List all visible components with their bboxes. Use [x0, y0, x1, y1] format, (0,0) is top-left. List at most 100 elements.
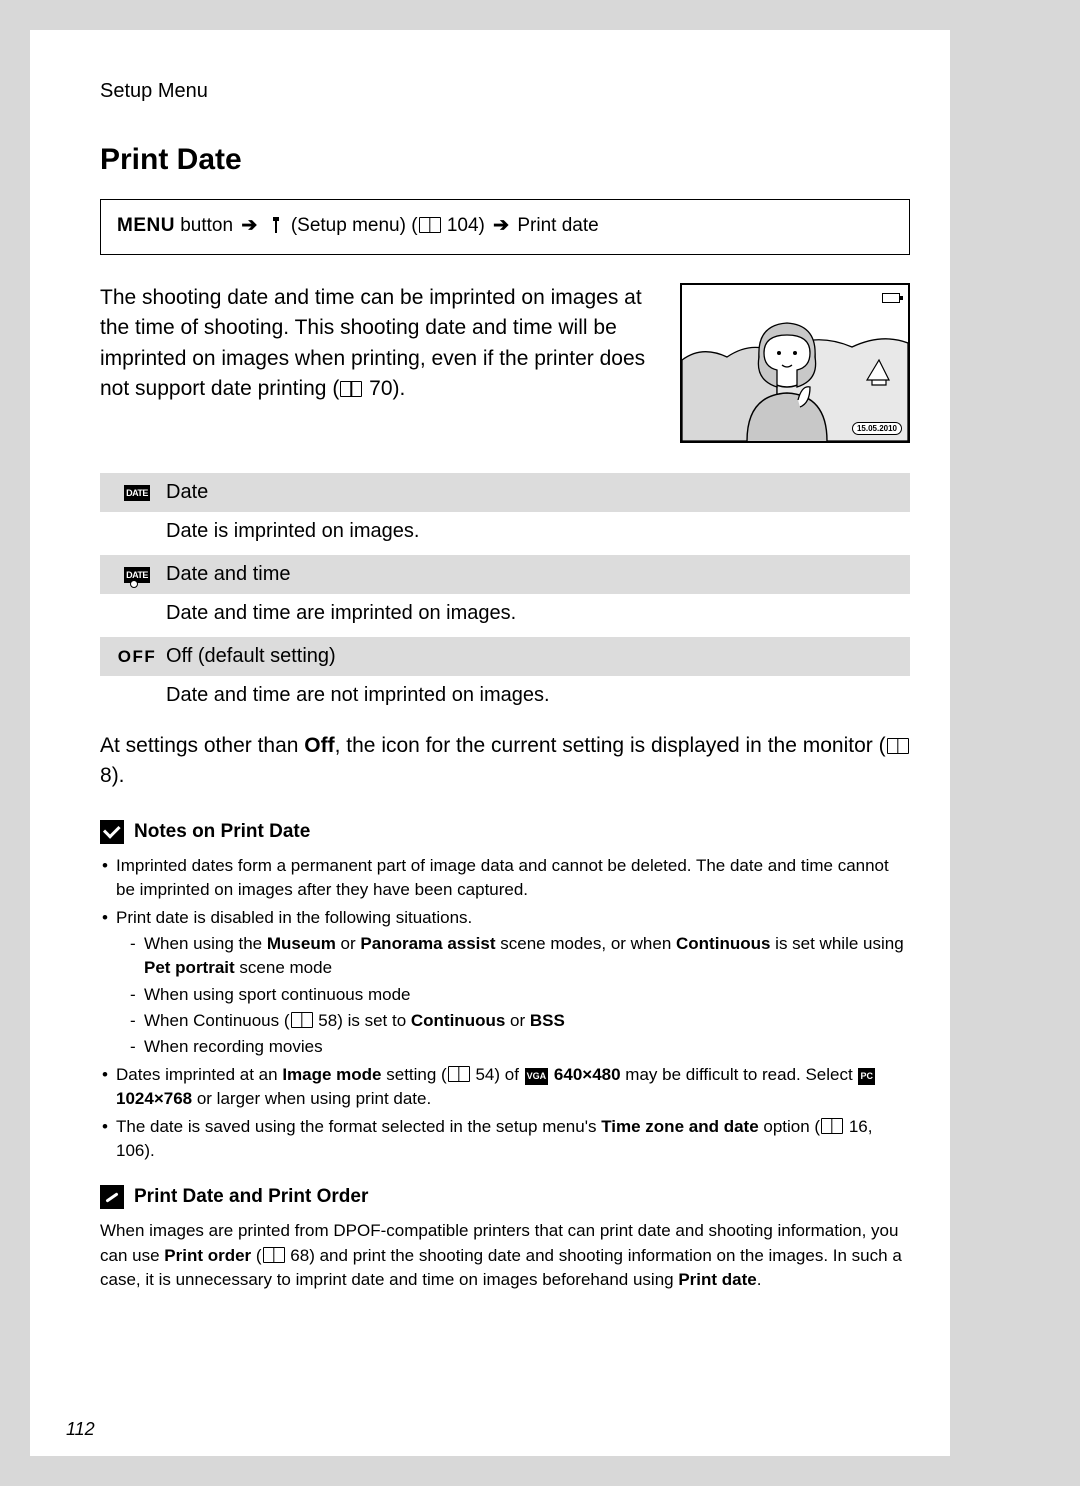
breadcrumb: MENU button ➔ (Setup menu) ( 104) ➔ Prin…	[100, 199, 910, 255]
text: Dates imprinted at an	[116, 1065, 282, 1084]
option-label: Date	[166, 481, 208, 504]
book-icon	[821, 1118, 843, 1134]
book-icon	[263, 1247, 285, 1263]
second-note-text: When images are printed from DPOF-compat…	[100, 1219, 910, 1291]
book-icon	[291, 1012, 313, 1028]
text-bold: Pet portrait	[144, 958, 235, 977]
list-item: Print date is disabled in the following …	[100, 906, 910, 1059]
intro-ref: 70	[369, 377, 392, 400]
text: , the icon for the current setting is di…	[335, 734, 886, 757]
text: ).	[112, 764, 125, 787]
table-row: DATE Date and time Date and time are impr…	[100, 555, 910, 637]
text: When using the	[144, 934, 267, 953]
text: When Continuous (	[144, 1011, 290, 1030]
text: or	[505, 1011, 530, 1030]
text: scene modes, or when	[496, 934, 676, 953]
list-item: When using sport continuous mode	[130, 983, 910, 1007]
notes-block: Notes on Print Date Imprinted dates form…	[100, 820, 910, 1164]
datetime-mode-icon: DATE	[124, 567, 150, 583]
wrench-icon	[268, 216, 284, 240]
table-row: DATE Date Date is imprinted on images.	[100, 473, 910, 555]
book-icon	[419, 217, 441, 233]
text: At settings other than	[100, 734, 304, 757]
text: scene mode	[235, 958, 332, 977]
text: or	[336, 934, 361, 953]
intro-row: The shooting date and time can be imprin…	[100, 283, 910, 443]
text-bold: BSS	[530, 1011, 565, 1030]
battery-icon	[882, 293, 900, 303]
section-name: Setup Menu	[100, 80, 910, 103]
text-bold: Image mode	[282, 1065, 381, 1084]
notes-list: Imprinted dates form a permanent part of…	[100, 854, 910, 1164]
sub-list: When using the Museum or Panorama assist…	[116, 932, 910, 1059]
text-bold: Panorama assist	[360, 934, 495, 953]
text: or larger when using print date.	[192, 1089, 431, 1108]
text: ) of	[494, 1065, 523, 1084]
intro-suffix: ).	[393, 377, 406, 400]
page-title: Print Date	[100, 143, 910, 177]
text-bold: Continuous	[411, 1011, 505, 1030]
text: The date is saved using the format selec…	[116, 1117, 601, 1136]
book-icon	[448, 1066, 470, 1082]
date-mode-icon: DATE	[124, 485, 150, 501]
notes-heading: Notes on Print Date	[100, 820, 910, 844]
option-label: Off (default setting)	[166, 645, 336, 668]
page: Setup Menu Print Date MENU button ➔ (Set…	[30, 30, 950, 1456]
breadcrumb-ref: 104	[447, 215, 479, 236]
button-word: button	[180, 215, 233, 236]
page-number: 112	[66, 1419, 95, 1440]
list-item: When using the Museum or Panorama assist…	[130, 932, 910, 980]
list-item: When recording movies	[130, 1035, 910, 1059]
illustration: 15.05.2010	[680, 283, 910, 443]
off-mode-icon: OFF	[118, 647, 157, 667]
text: setting (	[382, 1065, 447, 1084]
list-item: Dates imprinted at an Image mode setting…	[100, 1063, 910, 1111]
text: ).	[144, 1141, 154, 1160]
option-desc: Date and time are imprinted on images.	[100, 594, 910, 637]
text-bold: Time zone and date	[601, 1117, 758, 1136]
ref: 68	[290, 1246, 309, 1265]
breadcrumb-end: Print date	[517, 215, 598, 236]
setup-menu-label: (Setup menu)	[291, 215, 406, 236]
text: may be difficult to read. Select	[621, 1065, 858, 1084]
text: .	[757, 1270, 762, 1289]
ref: 54	[475, 1065, 494, 1084]
text-bold: Continuous	[676, 934, 770, 953]
text: Print date is disabled in the following …	[116, 908, 472, 927]
text: (	[251, 1246, 261, 1265]
intro-text: The shooting date and time can be imprin…	[100, 283, 656, 443]
list-item: Imprinted dates form a permanent part of…	[100, 854, 910, 902]
list-item: When Continuous ( 58) is set to Continuo…	[130, 1009, 910, 1033]
arrow-icon: ➔	[493, 215, 509, 236]
option-desc: Date and time are not imprinted on image…	[100, 676, 910, 719]
text: is set while using	[770, 934, 903, 953]
option-desc: Date is imprinted on images.	[100, 512, 910, 555]
check-icon	[100, 820, 124, 844]
ref: 58	[318, 1011, 337, 1030]
list-item: The date is saved using the format selec…	[100, 1115, 910, 1163]
option-label: Date and time	[166, 563, 291, 586]
notes-title: Notes on Print Date	[134, 821, 310, 843]
table-row: OFF Off (default setting) Date and time a…	[100, 637, 910, 719]
vga-mode-icon: VGA	[525, 1068, 549, 1085]
text-bold: Print date	[678, 1270, 756, 1289]
text: ) is set to	[337, 1011, 411, 1030]
menu-label: MENU	[117, 215, 175, 236]
date-stamp: 15.05.2010	[852, 422, 902, 435]
text-bold: Museum	[267, 934, 336, 953]
second-note-heading: Print Date and Print Order	[100, 1185, 910, 1209]
text: option (	[759, 1117, 820, 1136]
pencil-icon	[100, 1185, 124, 1209]
second-note-title: Print Date and Print Order	[134, 1186, 368, 1208]
text-bold: 1024×768	[116, 1089, 192, 1108]
text-bold: 640×480	[554, 1065, 621, 1084]
arrow-icon: ➔	[241, 215, 257, 236]
pc-mode-icon: PC	[858, 1068, 875, 1085]
text-bold: Print order	[164, 1246, 251, 1265]
ref: 8	[100, 764, 112, 787]
post-table-text: At settings other than Off, the icon for…	[100, 731, 910, 792]
options-table: DATE Date Date is imprinted on images. DA…	[100, 473, 910, 719]
book-icon	[340, 381, 362, 397]
text-bold: Off	[304, 734, 334, 757]
second-note-block: Print Date and Print Order When images a…	[100, 1185, 910, 1291]
